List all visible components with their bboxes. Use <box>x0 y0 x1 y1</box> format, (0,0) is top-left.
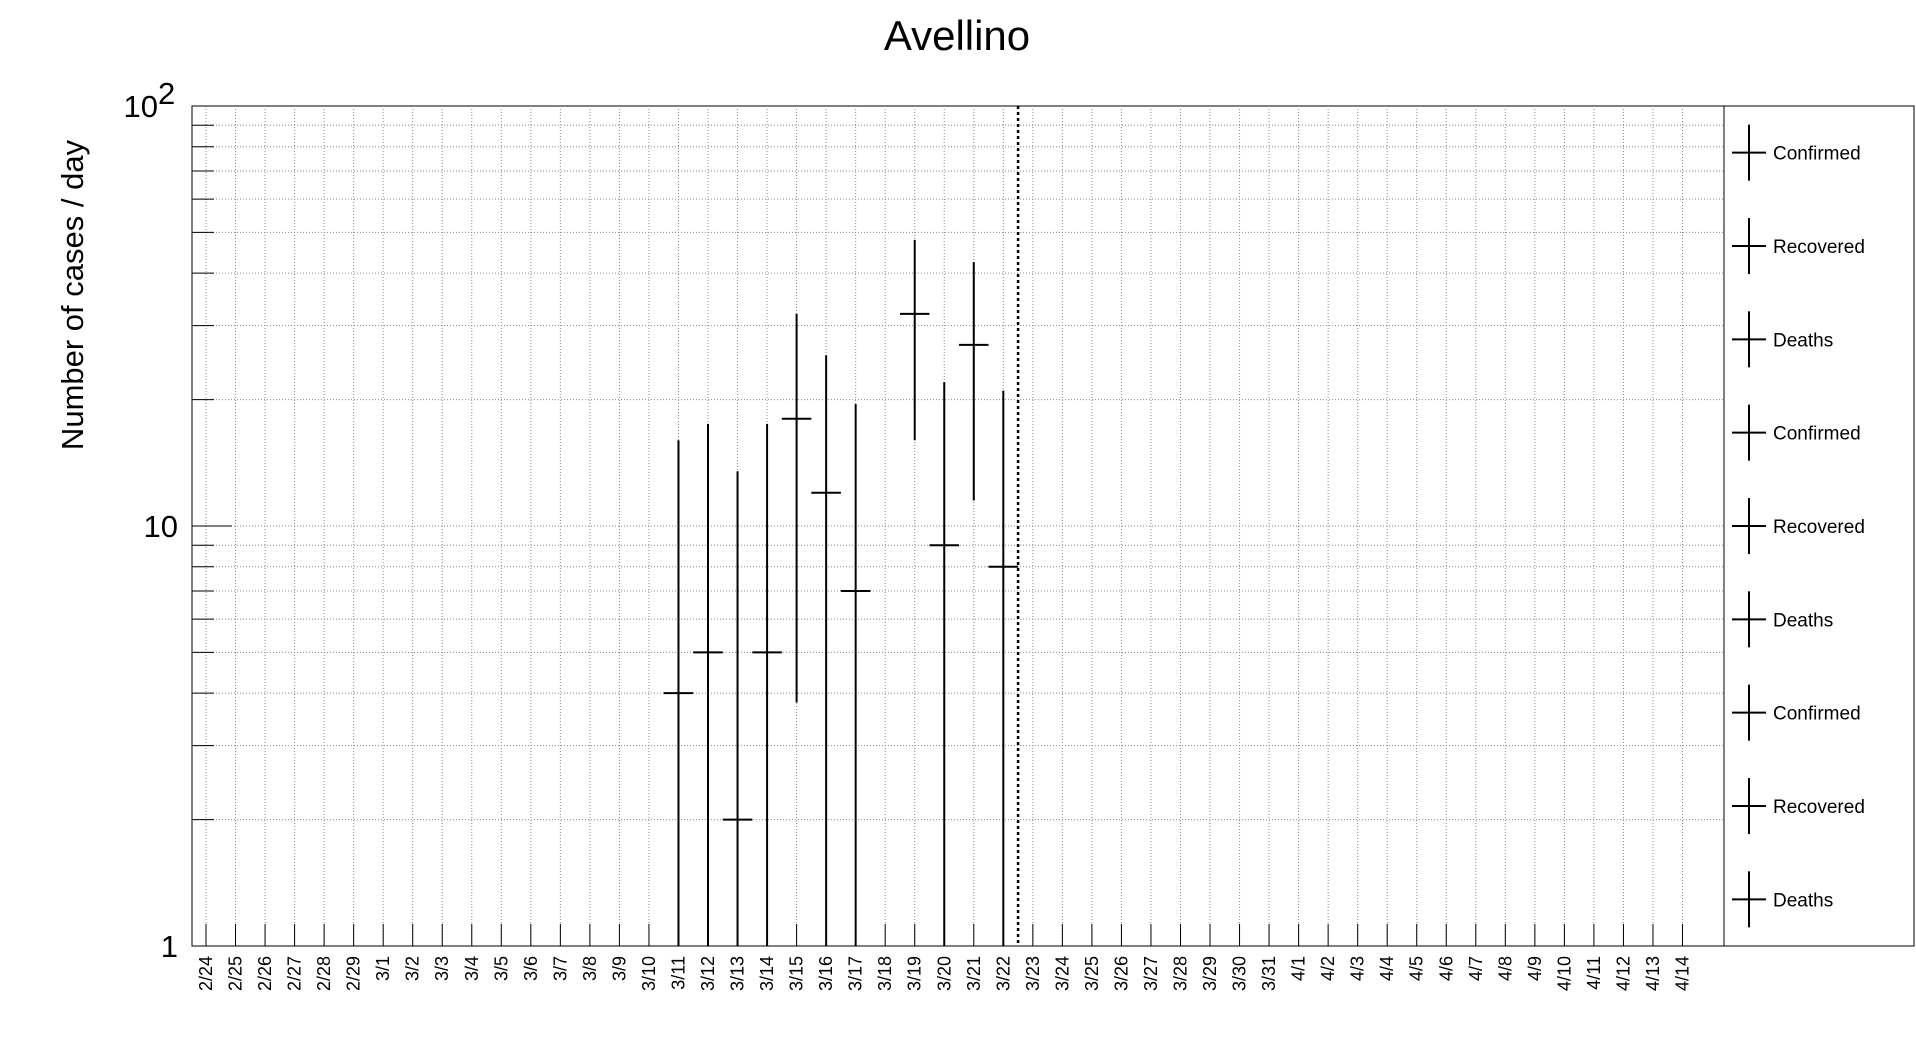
x-tick-label: 2/29 <box>344 956 364 991</box>
x-tick-label: 2/28 <box>314 956 334 991</box>
data-point <box>988 390 1019 946</box>
x-tick-label: 3/13 <box>728 956 748 991</box>
legend-label: Confirmed <box>1773 144 1861 165</box>
legend-label: Confirmed <box>1773 704 1861 725</box>
x-axis: 2/24 2/25 2/26 2/27 2/28 2/29 3/1 3/2 3/3 3/4 3/5 3… <box>196 924 1693 991</box>
legend-entry: Recovered <box>1732 498 1865 554</box>
x-tick-label: 3/11 <box>668 956 688 990</box>
x-tick-label: 3/18 <box>875 956 895 991</box>
x-tick-label: 4/4 <box>1377 956 1397 981</box>
x-tick-label: 3/1 <box>373 956 393 981</box>
grid <box>191 105 1725 947</box>
data-point <box>899 239 930 441</box>
legend-entry: Deaths <box>1732 311 1833 368</box>
data-point <box>811 355 841 946</box>
data-point <box>722 471 753 946</box>
legend-entry: Deaths <box>1732 871 1833 928</box>
x-tick-label: 3/14 <box>757 956 777 991</box>
x-tick-label: 4/10 <box>1554 956 1574 991</box>
legend-entry: Confirmed <box>1732 684 1861 741</box>
x-tick-label: 3/15 <box>787 956 807 991</box>
x-tick-label: 3/5 <box>491 956 511 981</box>
x-tick-label: 2/26 <box>255 956 275 991</box>
legend-label: Deaths <box>1773 610 1833 631</box>
x-tick-label: 4/5 <box>1407 956 1427 981</box>
x-tick-label: 3/7 <box>550 956 570 981</box>
data-points <box>663 239 1019 946</box>
data-point <box>929 382 960 946</box>
x-tick-label: 4/9 <box>1525 956 1545 981</box>
legend-label: Deaths <box>1773 330 1833 351</box>
x-tick-label: 3/3 <box>432 956 452 981</box>
x-tick-label: 3/23 <box>1023 956 1043 991</box>
legend: Confirmed Recovered Deaths Confirmed Recover… <box>1723 105 1915 947</box>
x-tick-label: 4/6 <box>1436 956 1456 981</box>
legend-entry: Recovered <box>1732 778 1865 834</box>
y-tick-label: 10 <box>124 89 158 124</box>
x-tick-label: 3/27 <box>1141 956 1161 991</box>
x-tick-label: 4/14 <box>1673 956 1693 991</box>
data-point <box>959 262 989 501</box>
data-point <box>693 423 723 946</box>
legend-entry: Recovered <box>1732 218 1865 274</box>
x-tick-label: 2/24 <box>196 956 216 991</box>
x-tick-label: 4/2 <box>1318 956 1338 981</box>
x-tick-label: 3/20 <box>934 956 954 991</box>
x-tick-label: 3/6 <box>521 956 541 981</box>
x-tick-label: 3/4 <box>462 956 482 981</box>
y-tick-exponent: 2 <box>158 76 175 111</box>
x-tick-label: 4/1 <box>1289 956 1309 981</box>
data-point <box>663 440 694 946</box>
x-tick-label: 3/31 <box>1259 956 1279 991</box>
legend-entry: Confirmed <box>1732 404 1861 461</box>
y-tick-label: 10 <box>144 509 178 544</box>
x-tick-label: 3/2 <box>403 956 423 981</box>
x-tick-label: 3/19 <box>905 956 925 991</box>
x-tick-label: 3/10 <box>639 956 659 991</box>
x-tick-label: 4/8 <box>1495 956 1515 981</box>
x-tick-label: 3/16 <box>816 956 836 991</box>
y-tick-label: 1 <box>161 929 178 964</box>
legend-label: Recovered <box>1773 237 1865 258</box>
x-tick-label: 3/8 <box>580 956 600 981</box>
x-tick-label: 3/24 <box>1052 956 1072 991</box>
x-tick-label: 4/7 <box>1466 956 1486 981</box>
x-tick-label: 3/22 <box>993 956 1013 991</box>
x-tick-label: 4/3 <box>1348 956 1368 981</box>
x-tick-label: 3/12 <box>698 956 718 991</box>
legend-label: Confirmed <box>1773 424 1861 445</box>
chart-title: Avellino <box>884 12 1030 59</box>
x-tick-label: 3/21 <box>964 956 984 991</box>
x-tick-label: 3/25 <box>1082 956 1102 991</box>
legend-entry: Confirmed <box>1732 124 1861 181</box>
x-tick-label: 3/30 <box>1230 956 1250 991</box>
x-tick-label: 3/17 <box>846 956 866 991</box>
legend-label: Deaths <box>1773 890 1833 911</box>
legend-label: Recovered <box>1773 797 1865 818</box>
x-tick-label: 4/12 <box>1613 956 1633 991</box>
x-tick-label: 3/9 <box>609 956 629 981</box>
x-tick-label: 4/11 <box>1584 956 1604 990</box>
data-point <box>840 404 871 946</box>
x-tick-label: 3/26 <box>1111 956 1131 991</box>
data-point <box>752 423 782 946</box>
plot-area: 2/24 2/25 2/26 2/27 2/28 2/29 3/1 3/2 3/3 3/4 3/5 3… <box>124 76 1725 991</box>
x-tick-label: 2/27 <box>285 956 305 991</box>
data-point <box>781 313 812 703</box>
x-tick-label: 3/28 <box>1170 956 1190 991</box>
y-axis-label: Number of cases / day <box>55 139 90 450</box>
legend-label: Recovered <box>1773 517 1865 538</box>
x-tick-label: 4/13 <box>1643 956 1663 991</box>
legend-entry: Deaths <box>1732 591 1833 648</box>
x-tick-label: 2/25 <box>226 956 246 991</box>
x-tick-label: 3/29 <box>1200 956 1220 991</box>
